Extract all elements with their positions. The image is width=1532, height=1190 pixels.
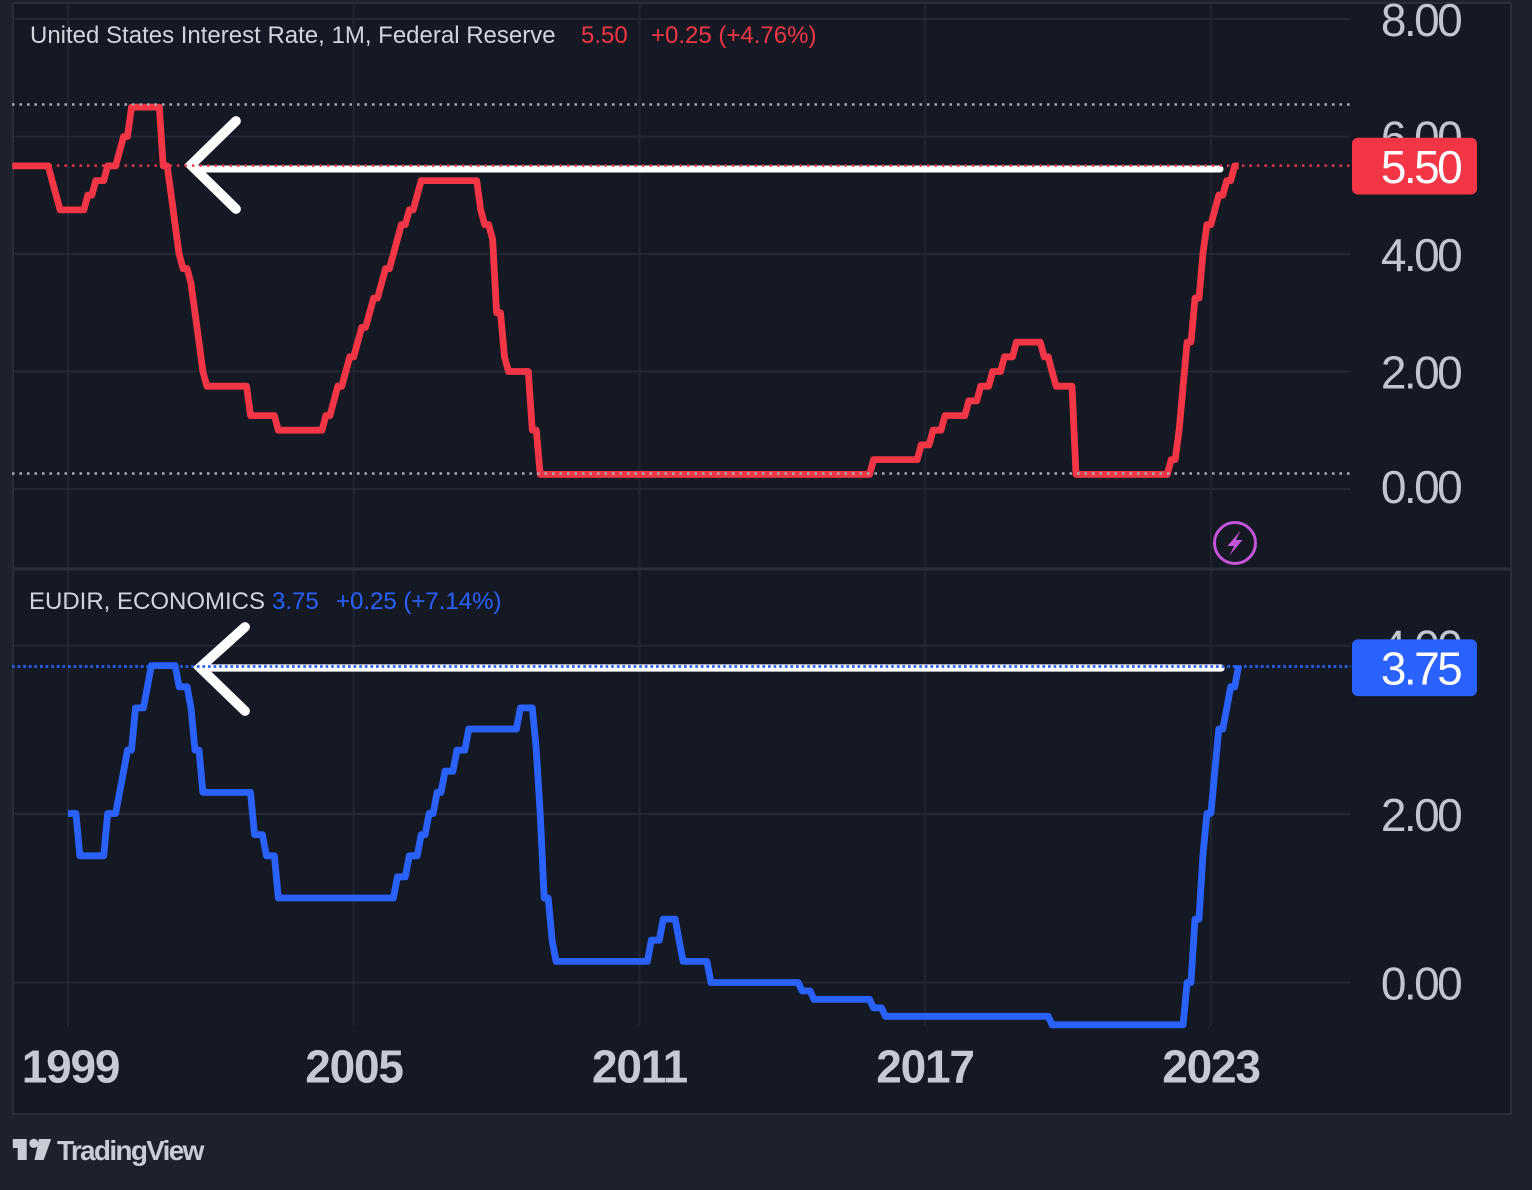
svg-text:EUDIR, ECONOMICS: EUDIR, ECONOMICS xyxy=(29,588,265,615)
svg-text:2.00: 2.00 xyxy=(1381,346,1461,398)
svg-text:3.75: 3.75 xyxy=(1381,643,1461,695)
svg-text:2005: 2005 xyxy=(305,1041,403,1093)
svg-text:4.00: 4.00 xyxy=(1381,229,1461,281)
svg-text:5.50: 5.50 xyxy=(581,22,628,49)
svg-text:+0.25 (+7.14%): +0.25 (+7.14%) xyxy=(336,588,501,615)
svg-text:5.50: 5.50 xyxy=(1381,141,1461,193)
svg-text:2023: 2023 xyxy=(1162,1041,1260,1093)
svg-text:+0.25 (+4.76%): +0.25 (+4.76%) xyxy=(651,22,816,49)
svg-text:United States Interest Rate, 1: United States Interest Rate, 1M, Federal… xyxy=(30,22,556,49)
svg-text:0.00: 0.00 xyxy=(1381,461,1461,513)
svg-text:1999: 1999 xyxy=(22,1041,120,1093)
svg-text:2017: 2017 xyxy=(876,1041,974,1093)
svg-text:TradingView: TradingView xyxy=(57,1135,205,1166)
svg-text:2.00: 2.00 xyxy=(1381,789,1461,841)
svg-text:3.75: 3.75 xyxy=(272,588,319,615)
svg-text:0.00: 0.00 xyxy=(1381,957,1461,1009)
svg-text:2011: 2011 xyxy=(592,1041,688,1093)
svg-text:8.00: 8.00 xyxy=(1381,0,1461,46)
